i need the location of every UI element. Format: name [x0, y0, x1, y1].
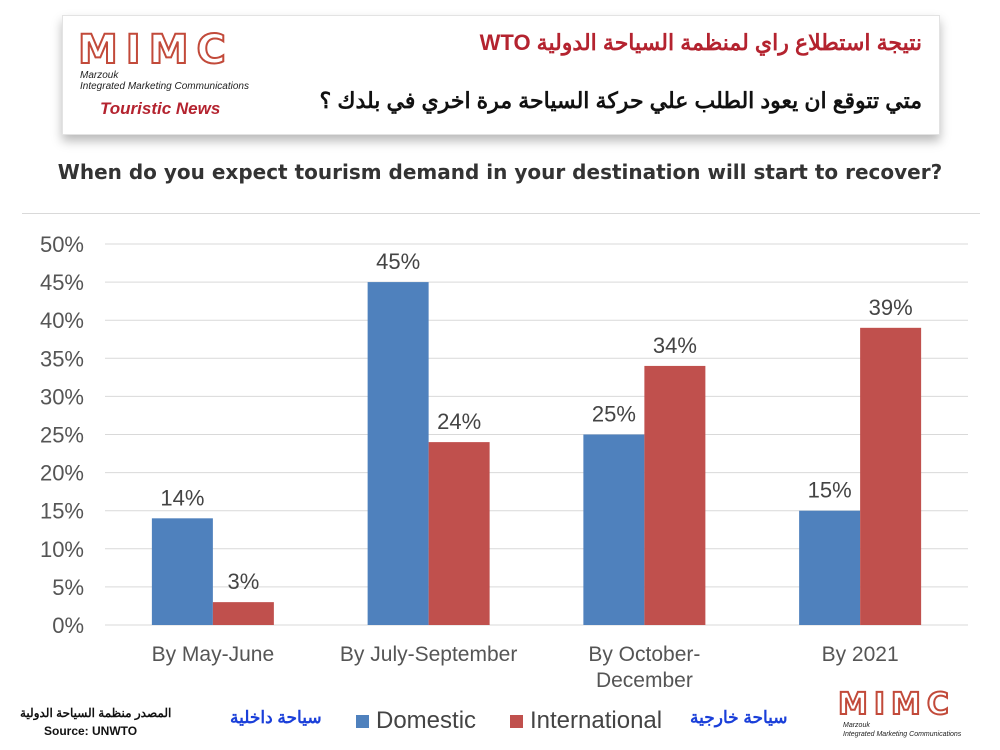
- header-card: [62, 15, 940, 135]
- data-label: 39%: [869, 295, 913, 320]
- logo-subtitle-company: Integrated Marketing Communications: [80, 81, 249, 92]
- footer-logo-subtitle-company: Integrated Marketing Communications: [843, 731, 962, 738]
- arabic-question: متي تتوقع ان يعود الطلب علي حركة السياحة…: [319, 88, 922, 113]
- bar-international: [644, 365, 706, 625]
- bar-domestic: [151, 518, 213, 625]
- arabic-title: نتيجة استطلاع راي لمنظمة السياحة الدولية…: [479, 30, 922, 55]
- x-tick-label: By October-: [588, 643, 700, 666]
- divider-line: [22, 213, 980, 214]
- data-label: 24%: [437, 409, 481, 434]
- source-arabic: المصدر منظمة السياحة الدولية: [20, 706, 172, 720]
- y-tick-label: 15%: [40, 499, 84, 524]
- y-tick-label: 35%: [40, 346, 84, 371]
- data-label: 15%: [808, 478, 852, 503]
- y-tick-label: 10%: [40, 537, 84, 562]
- bar-domestic: [367, 282, 429, 625]
- legend-domestic-swatch: [356, 715, 369, 728]
- bar-international: [212, 602, 274, 625]
- legend-international-label: International: [530, 707, 663, 734]
- legend-domestic-label: Domestic: [376, 707, 477, 734]
- y-tick-label: 5%: [52, 575, 84, 600]
- bar-domestic: [799, 510, 861, 625]
- data-label: 14%: [160, 485, 204, 510]
- logo-subtitle-name: Marzouk: [80, 70, 119, 81]
- mimc-logo: MIMC: [77, 27, 234, 73]
- chart-title: When do you expect tourism demand in you…: [57, 160, 943, 184]
- legend-domestic-arabic: سياحة داخلية: [230, 708, 322, 727]
- y-tick-label: 45%: [40, 270, 84, 295]
- bar-international: [428, 442, 490, 625]
- footer-logo-subtitle-name: Marzouk: [843, 722, 870, 729]
- data-label: 45%: [376, 249, 420, 274]
- y-tick-label: 50%: [40, 232, 84, 257]
- legend-international-arabic: سياحة خارجية: [690, 708, 788, 727]
- y-tick-label: 0%: [52, 613, 84, 638]
- bar-international: [860, 327, 922, 625]
- x-tick-label: By 2021: [822, 643, 899, 666]
- data-label: 25%: [592, 402, 636, 427]
- x-tick-label: By May-June: [152, 643, 275, 666]
- x-tick-label: December: [596, 669, 693, 692]
- touristic-news-tag: Touristic News: [100, 99, 221, 118]
- data-label: 34%: [653, 333, 697, 358]
- mimc-logo-footer: MIMC: [837, 687, 955, 722]
- y-tick-label: 25%: [40, 423, 84, 448]
- x-tick-label: By July-September: [340, 643, 517, 666]
- y-tick-label: 20%: [40, 461, 84, 486]
- bar-domestic: [583, 434, 645, 625]
- source-english: Source: UNWTO: [44, 724, 138, 738]
- data-label: 3%: [227, 569, 259, 594]
- y-tick-label: 30%: [40, 384, 84, 409]
- y-tick-label: 40%: [40, 308, 84, 333]
- legend-international-swatch: [510, 715, 523, 728]
